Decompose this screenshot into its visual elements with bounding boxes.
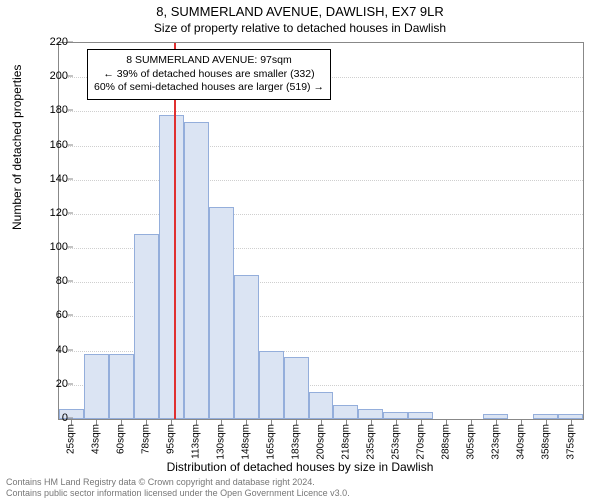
histogram-bar [234,275,259,419]
histogram-bar [284,357,309,419]
y-tick-mark [68,281,73,282]
x-tick-label: 43sqm [91,424,102,454]
x-tick-label: 235sqm [365,424,376,460]
histogram-bar [309,392,334,419]
histogram-bar [558,414,583,419]
y-tick-mark [68,110,73,111]
histogram-bar [84,354,109,419]
histogram-bar [483,414,508,419]
histogram-bar [209,207,234,419]
histogram-plot: 8 SUMMERLAND AVENUE: 97sqm ← 39% of deta… [58,42,584,420]
y-tick-mark [68,178,73,179]
y-tick-mark [68,418,73,419]
x-tick-label: 95sqm [166,424,177,454]
y-tick-mark [68,144,73,145]
histogram-bar [134,234,159,419]
y-tick-mark [68,42,73,43]
y-tick-mark [68,315,73,316]
y-tick-label: 20 [38,378,68,390]
x-tick-label: 200sqm [316,424,327,460]
x-tick-label: 60sqm [116,424,127,454]
page-title: 8, SUMMERLAND AVENUE, DAWLISH, EX7 9LR [0,0,600,19]
histogram-bar [358,409,383,419]
x-tick-label: 358sqm [540,424,551,460]
callout-line-1: 8 SUMMERLAND AVENUE: 97sqm [94,54,324,68]
histogram-bar [184,122,209,419]
y-tick-mark [68,349,73,350]
y-tick-mark [68,76,73,77]
histogram-bar [333,405,358,419]
y-tick-label: 60 [38,309,68,321]
x-tick-label: 270sqm [415,424,426,460]
x-tick-label: 183sqm [291,424,302,460]
x-tick-label: 165sqm [266,424,277,460]
x-tick-label: 218sqm [340,424,351,460]
y-tick-label: 100 [38,241,68,253]
y-tick-label: 40 [38,344,68,356]
x-tick-label: 253sqm [390,424,401,460]
y-tick-mark [68,212,73,213]
histogram-bar [408,412,433,419]
y-tick-label: 160 [38,139,68,151]
y-tick-label: 120 [38,207,68,219]
gridline [59,111,583,112]
gridline [59,214,583,215]
y-tick-mark [68,247,73,248]
y-tick-label: 180 [38,104,68,116]
x-tick-label: 78sqm [141,424,152,454]
histogram-bar [259,351,284,419]
x-tick-label: 323sqm [490,424,501,460]
chart-page: 8, SUMMERLAND AVENUE, DAWLISH, EX7 9LR S… [0,0,600,500]
y-tick-label: 0 [38,412,68,424]
y-axis-label: Number of detached properties [10,65,24,230]
y-tick-label: 140 [38,173,68,185]
plot-area: 8 SUMMERLAND AVENUE: 97sqm ← 39% of deta… [58,42,584,420]
x-tick-label: 113sqm [191,424,202,459]
x-tick-label: 130sqm [216,424,227,460]
y-tick-label: 80 [38,275,68,287]
footnote-line-2: Contains public sector information licen… [6,488,350,498]
histogram-bar [109,354,134,419]
histogram-bar [159,115,184,419]
y-tick-mark [68,383,73,384]
x-tick-label: 340sqm [515,424,526,460]
footnote-line-1: Contains HM Land Registry data © Crown c… [6,477,350,487]
footnote: Contains HM Land Registry data © Crown c… [6,477,350,498]
page-subtitle: Size of property relative to detached ho… [0,19,600,35]
y-tick-label: 220 [38,36,68,48]
x-tick-label: 375sqm [565,424,576,460]
gridline [59,146,583,147]
x-tick-label: 305sqm [465,424,476,460]
x-axis-label: Distribution of detached houses by size … [0,460,600,474]
callout-line-3: 60% of semi-detached houses are larger (… [94,81,324,95]
gridline [59,180,583,181]
y-tick-label: 200 [38,70,68,82]
x-tick-label: 25sqm [66,424,77,454]
histogram-bar [383,412,408,419]
x-tick-label: 288sqm [440,424,451,460]
callout-line-2: ← 39% of detached houses are smaller (33… [94,68,324,82]
histogram-bar [533,414,558,419]
x-tick-label: 148sqm [241,424,252,460]
property-callout: 8 SUMMERLAND AVENUE: 97sqm ← 39% of deta… [87,49,331,100]
